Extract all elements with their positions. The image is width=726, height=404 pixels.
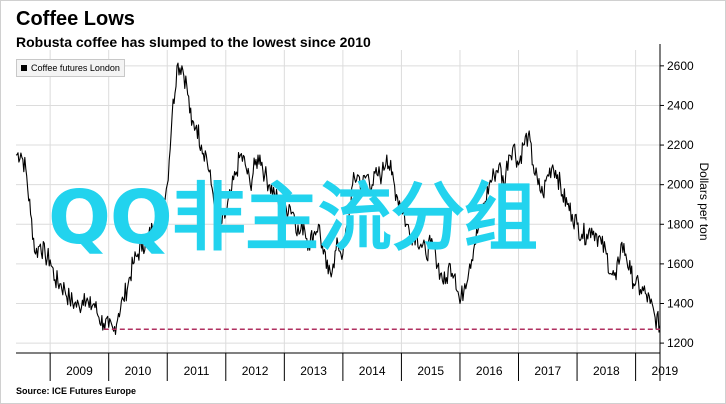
- x-tick-label: 2011: [184, 364, 210, 378]
- legend: Coffee futures London: [16, 59, 125, 77]
- chart-title: Coffee Lows: [16, 8, 135, 30]
- series-line-coffee-futures: [15, 62, 661, 336]
- legend-label: Coffee futures London: [31, 63, 120, 73]
- y-axis: 1200 1400 1600 1800 2000 2200 2400 2600 Dollars …: [659, 44, 711, 381]
- x-tick-label: 2014: [359, 364, 386, 378]
- y-tick-label: 2000: [667, 178, 694, 192]
- x-tick-label: 2015: [417, 364, 444, 378]
- x-tick-label: 2019: [652, 364, 679, 378]
- chart-subtitle: Robusta coffee has slumped to the lowest…: [16, 34, 371, 50]
- x-axis: 2009 2010 2011 2012 2013 2014 2015 2016 2017 2018…: [16, 352, 679, 381]
- legend-swatch: [21, 65, 27, 71]
- y-tick-label: 2200: [667, 138, 694, 152]
- x-tick-label: 2009: [66, 364, 93, 378]
- x-tick-label: 2010: [125, 364, 152, 378]
- y-tick-label: 1600: [667, 257, 694, 271]
- watermark: QQ非主流分组: [48, 175, 538, 261]
- x-tick-label: 2012: [242, 364, 269, 378]
- y-tick-label: 2600: [667, 59, 694, 73]
- y-tick-label: 1800: [667, 217, 694, 231]
- x-tick-label: 2018: [593, 364, 620, 378]
- series-layer: [15, 62, 661, 336]
- grid-lines: [16, 50, 660, 353]
- x-tick-label: 2013: [300, 364, 327, 378]
- x-tick-label: 2016: [476, 364, 503, 378]
- source-note: Source: ICE Futures Europe: [16, 386, 137, 396]
- y-tick-label: 1400: [667, 296, 694, 310]
- x-tick-label: 2017: [534, 364, 561, 378]
- y-tick-label: 1200: [667, 336, 694, 350]
- y-axis-label: Dollars per ton: [697, 162, 711, 240]
- y-tick-label: 2400: [667, 98, 694, 112]
